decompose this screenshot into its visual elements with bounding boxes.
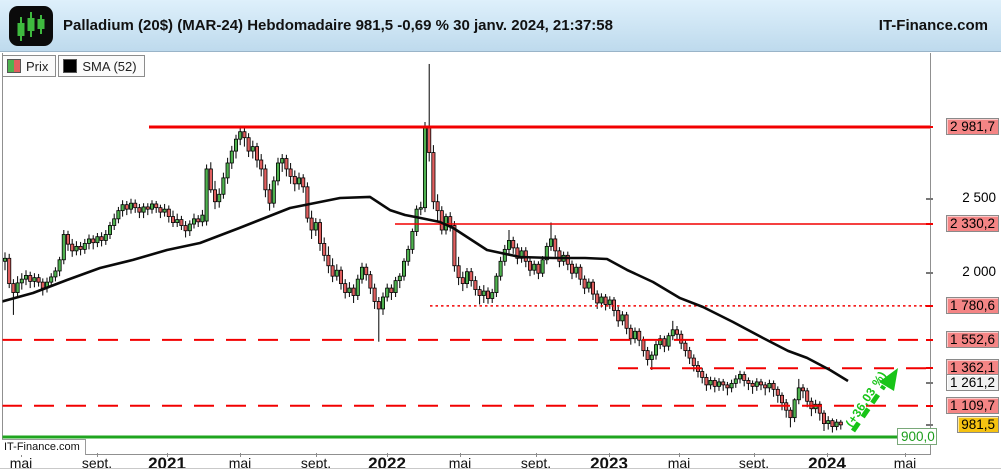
brand-link[interactable]: IT-Finance.com bbox=[878, 17, 988, 34]
x-axis-label-2023: 2023 bbox=[590, 454, 628, 469]
top-bar: Palladium (20$) (MAR-24) Hebdomadaire 98… bbox=[0, 0, 1001, 52]
price-candles-icon bbox=[7, 59, 21, 73]
level-lines-layer bbox=[2, 125, 930, 439]
chart-title: Palladium (20$) (MAR-24) Hebdomadaire 98… bbox=[63, 17, 613, 34]
price-tick-mark bbox=[926, 404, 933, 407]
price-tick-mark bbox=[926, 338, 933, 341]
price-label-level-1362.1[interactable]: 1 362,1 bbox=[945, 359, 999, 377]
price-label-tick-2000: 2 000 bbox=[962, 264, 996, 280]
x-axis-label-mai: mai bbox=[9, 455, 33, 469]
x-axis-tick bbox=[609, 453, 610, 457]
x-axis-label-mai: mai bbox=[228, 455, 252, 469]
sma-swatch-icon bbox=[63, 59, 78, 73]
price-tick-mark bbox=[926, 367, 933, 370]
price-tick-mark bbox=[926, 197, 933, 200]
x-axis-label-sept.: sept. bbox=[520, 455, 552, 469]
plot-area[interactable] bbox=[2, 53, 931, 455]
x-axis-tick bbox=[754, 453, 755, 457]
x-axis-label-2024: 2024 bbox=[808, 454, 846, 469]
x-axis-tick bbox=[21, 453, 22, 457]
price-label-level-1552.6[interactable]: 1 552,6 bbox=[945, 330, 999, 348]
x-axis-tick bbox=[536, 453, 537, 457]
x-axis-label-mai: mai bbox=[667, 455, 691, 469]
legend-tab-sma[interactable]: SMA (52) bbox=[58, 55, 145, 77]
price-label-level-1780.6[interactable]: 1 780,6 bbox=[945, 296, 999, 314]
price-tick-mark bbox=[926, 126, 933, 128]
price-label-sma-value-1261.2: 1 261,2 bbox=[945, 374, 999, 392]
price-label-level-1109.7[interactable]: 1 109,7 bbox=[945, 396, 999, 414]
price-tick-mark bbox=[926, 272, 933, 275]
price-tick-mark bbox=[926, 382, 933, 385]
x-axis-tick bbox=[167, 453, 168, 457]
candles-layer bbox=[3, 63, 843, 433]
price-label-level-2981.7[interactable]: 2 981,7 bbox=[945, 118, 999, 135]
watermark: IT-Finance.com bbox=[2, 439, 86, 455]
x-axis-label-sept.: sept. bbox=[738, 455, 770, 469]
price-tick-mark bbox=[926, 304, 933, 307]
x-axis-tick bbox=[316, 453, 317, 457]
price-label-last-price-981.5: 981,5 bbox=[957, 415, 999, 433]
x-axis-label-2022: 2022 bbox=[368, 454, 406, 469]
x-axis-label-mai: mai bbox=[448, 455, 472, 469]
legend-tab-prix-label: Prix bbox=[26, 58, 49, 74]
candlestick-logo-icon bbox=[9, 5, 53, 46]
x-axis-tick bbox=[679, 453, 680, 457]
x-axis-label-sept.: sept. bbox=[81, 455, 113, 469]
price-label-tick-2500: 2 500 bbox=[962, 189, 996, 205]
sma-line bbox=[2, 195, 849, 383]
x-axis-label-mai: mai bbox=[893, 455, 917, 469]
x-axis-tick bbox=[460, 453, 461, 457]
x-axis[interactable]: mai sept. 2021 mai sept. 2022 mai sept. 2023 mai s… bbox=[0, 453, 1001, 469]
x-axis-tick bbox=[827, 453, 828, 457]
legend-tab-prix[interactable]: Prix bbox=[2, 55, 57, 77]
x-axis-tick bbox=[905, 453, 906, 457]
x-axis-tick bbox=[240, 453, 241, 457]
x-axis-label-sept.: sept. bbox=[300, 455, 332, 469]
legend: Prix SMA (52) bbox=[2, 55, 145, 77]
price-label-alert-900[interactable]: 900,0 bbox=[897, 428, 937, 445]
price-tick-mark bbox=[926, 423, 933, 426]
x-axis-label-2021: 2021 bbox=[148, 454, 186, 469]
legend-tab-sma-label: SMA (52) bbox=[82, 58, 137, 74]
price-label-level-2330.2[interactable]: 2 330,2 bbox=[945, 215, 999, 233]
trend-arrow-icon bbox=[850, 368, 898, 433]
x-axis-tick bbox=[97, 453, 98, 457]
price-tick-mark bbox=[926, 223, 933, 226]
x-axis-tick bbox=[387, 453, 388, 457]
